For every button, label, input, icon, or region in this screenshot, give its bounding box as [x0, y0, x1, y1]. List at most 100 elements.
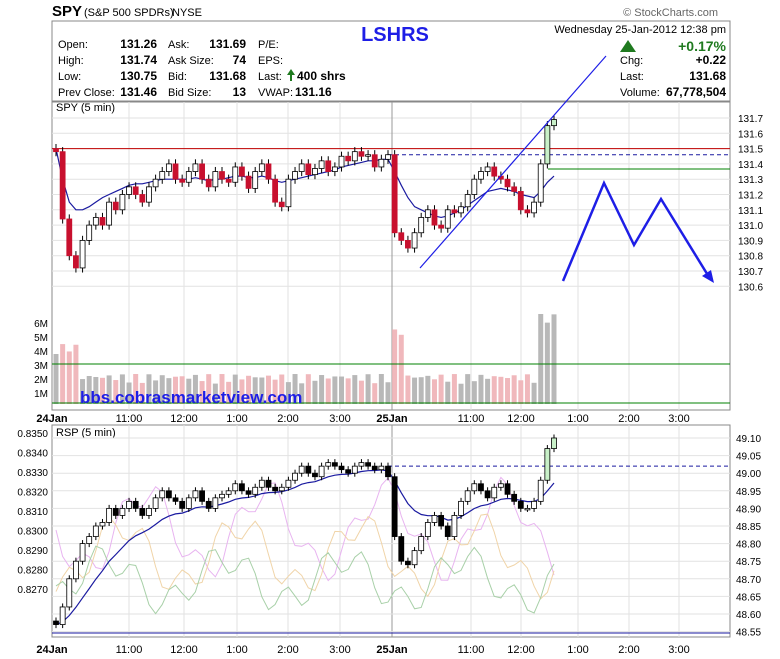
price-candle-body	[179, 178, 186, 183]
volume-bar	[259, 377, 265, 404]
volume-bar	[73, 344, 79, 404]
rsp-candle-body	[112, 507, 119, 516]
rsp-candle-body	[517, 500, 524, 509]
volume-bar	[451, 374, 457, 404]
field-label: Low:	[58, 71, 81, 83]
volume-bar	[305, 374, 311, 404]
price-candle-body	[126, 186, 132, 195]
rsp-left-tick: 0.8330	[17, 468, 48, 479]
price-candle-body	[292, 171, 298, 180]
date-line: Wednesday 25-Jan-2012 12:38 pm	[554, 24, 726, 36]
volume-bar	[491, 376, 497, 404]
rsp-x-tick: 3:00	[668, 644, 689, 656]
field-value: 400 shrs	[297, 69, 346, 83]
rsp-candle-body	[146, 507, 152, 516]
rsp-candle-body	[458, 500, 464, 516]
volume-bar	[339, 376, 345, 404]
price-axis-tick: 130.8	[738, 252, 763, 263]
price-candle-body	[285, 178, 292, 208]
price-candle-body	[265, 163, 272, 180]
field-label: High:	[58, 55, 84, 67]
annotation-arrowhead-icon	[702, 270, 714, 283]
title-overlay: LSHRS	[361, 24, 429, 46]
price-axis-tick: 131.0	[738, 221, 763, 232]
rsp-overlay-line	[55, 545, 555, 615]
field-value: 131.46	[120, 85, 157, 99]
price-candle-body	[185, 171, 192, 183]
price-candle-body	[252, 171, 259, 189]
volume-bar	[418, 377, 424, 404]
price-candle-body	[478, 171, 484, 180]
rsp-candle-body	[252, 486, 259, 495]
rsp-right-tick: 48.80	[736, 540, 761, 551]
volume-bar	[544, 322, 550, 404]
volume-bar	[226, 381, 232, 404]
field-label: Volume:	[620, 87, 660, 99]
rsp-candle-body	[99, 522, 106, 527]
volume-bar	[425, 375, 431, 404]
ticker-name: (S&P 500 SPDRs)	[84, 7, 174, 19]
rsp-moving-average	[55, 469, 555, 626]
volume-bar	[345, 378, 351, 404]
volume-bar	[312, 380, 318, 404]
price-candle-body	[517, 191, 524, 211]
price-candle-body	[225, 178, 232, 183]
volume-bar	[478, 374, 484, 404]
rsp-candle-body	[192, 490, 199, 499]
volume-bar	[153, 380, 159, 404]
rsp-left-tick: 0.8350	[17, 429, 48, 440]
rsp-candle-body	[511, 493, 518, 502]
price-candle-body	[338, 155, 345, 168]
rsp-candle-body	[544, 448, 551, 481]
rsp-right-tick: 48.75	[736, 557, 761, 568]
volume-bar	[279, 374, 285, 404]
rsp-right-tick: 48.60	[736, 610, 761, 621]
volume-bar	[319, 375, 325, 404]
volume-bar	[272, 379, 278, 404]
volume-bar	[531, 382, 537, 404]
volume-bar	[246, 375, 252, 404]
rsp-candle-body	[497, 483, 504, 488]
rsp-candle-body	[424, 522, 431, 537]
volume-bar	[252, 377, 258, 404]
price-candle-body	[398, 232, 405, 241]
volume-bar	[146, 374, 152, 404]
price-candle-body	[385, 154, 391, 160]
price-candle-body	[351, 151, 358, 162]
price-candle-body	[119, 194, 126, 211]
rsp-candle-body	[444, 525, 451, 537]
volume-bar	[471, 381, 477, 404]
rsp-candle-body	[385, 465, 391, 478]
rsp-candle-body	[126, 500, 132, 509]
volume-bar	[199, 381, 205, 404]
price-x-tick: 1:00	[567, 413, 588, 425]
price-candle-body	[444, 209, 451, 229]
rsp-candle-body	[285, 479, 292, 488]
rsp-x-tick: 1:00	[567, 644, 588, 656]
price-candle-body	[146, 186, 152, 203]
price-candle-body	[219, 171, 225, 180]
rsp-candle-body	[418, 536, 425, 552]
rsp-candle-body	[531, 500, 537, 509]
price-candle-body	[504, 178, 511, 188]
volume-bar	[99, 377, 105, 404]
rsp-x-tick: 11:00	[116, 644, 143, 656]
rsp-right-tick: 48.85	[736, 522, 761, 533]
price-candle-body	[484, 166, 491, 172]
rsp-candle-body	[258, 479, 265, 488]
rsp-right-tick: 48.70	[736, 575, 761, 586]
price-x-tick: 12:00	[170, 413, 198, 425]
volume-bar	[398, 334, 404, 404]
price-candle-body	[345, 155, 352, 162]
field-label: VWAP:	[258, 87, 293, 99]
rsp-candle-body	[86, 536, 93, 544]
rsp-candle-body	[159, 490, 166, 499]
volume-bar	[60, 344, 66, 404]
rsp-candle-body	[431, 515, 438, 523]
price-candle-body	[491, 166, 498, 177]
field-label: Ask Size:	[168, 55, 214, 67]
rsp-candle-body	[106, 507, 113, 523]
rsp-x-tick: 2:00	[618, 644, 639, 656]
price-candle-body	[59, 151, 66, 220]
rsp-candle-body	[66, 578, 73, 608]
